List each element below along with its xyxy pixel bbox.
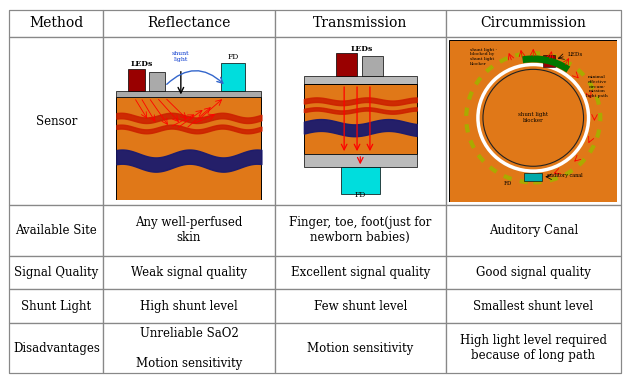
Text: High shunt level: High shunt level	[140, 300, 238, 313]
Text: minimal
effective
circum-
mission
light path: minimal effective circum- mission light …	[586, 75, 608, 98]
Bar	[446, 323, 621, 373]
Text: LEDs: LEDs	[351, 45, 373, 53]
Text: Weak signal quality: Weak signal quality	[131, 266, 247, 279]
Bar	[275, 289, 446, 323]
Text: LEDs: LEDs	[131, 60, 153, 68]
Bar	[446, 289, 621, 323]
Bar	[9, 323, 103, 373]
Bar	[103, 289, 275, 323]
Bar	[103, 323, 275, 373]
Bar	[117, 91, 261, 97]
Bar	[446, 10, 621, 37]
Text: Shunt Light: Shunt Light	[21, 300, 91, 313]
Bar	[446, 37, 621, 205]
Text: Circummission: Circummission	[480, 16, 586, 30]
Bar	[524, 173, 542, 181]
Text: shunt light -
blocked by
shunt light
blocker: shunt light - blocked by shunt light blo…	[469, 48, 496, 65]
Text: Excellent signal quality: Excellent signal quality	[290, 266, 430, 279]
Circle shape	[483, 69, 583, 166]
Text: Unreliable SaO2

Motion sensitivity: Unreliable SaO2 Motion sensitivity	[136, 327, 242, 370]
Bar	[9, 289, 103, 323]
Bar	[9, 37, 103, 205]
Bar	[275, 323, 446, 373]
Bar	[304, 76, 416, 84]
Text: Any well-perfused
skin: Any well-perfused skin	[135, 216, 243, 244]
Text: shunt light
blocker: shunt light blocker	[518, 113, 548, 123]
Bar	[103, 37, 275, 205]
Text: FD: FD	[355, 192, 366, 200]
Bar	[103, 205, 275, 255]
Bar	[446, 10, 621, 37]
Bar	[103, 255, 275, 289]
Text: Available Site: Available Site	[16, 224, 97, 237]
Bar	[103, 10, 275, 37]
Bar	[446, 289, 621, 323]
Bar	[128, 69, 146, 91]
Bar	[275, 10, 446, 37]
Text: Method: Method	[29, 16, 83, 30]
Bar	[543, 55, 555, 67]
Bar	[275, 255, 446, 289]
Text: FD: FD	[504, 181, 512, 186]
Bar	[9, 289, 103, 323]
Bar	[9, 205, 103, 255]
Bar	[336, 52, 357, 76]
Bar	[9, 205, 103, 255]
Bar	[341, 167, 380, 193]
Bar	[446, 323, 621, 373]
Bar	[446, 255, 621, 289]
Bar	[149, 72, 164, 91]
Bar	[103, 255, 275, 289]
Bar	[103, 205, 275, 255]
Circle shape	[478, 64, 588, 171]
Text: auditory canal: auditory canal	[547, 173, 582, 178]
Bar	[275, 37, 446, 205]
Bar	[304, 154, 416, 167]
Bar	[9, 10, 103, 37]
Text: FD: FD	[227, 53, 239, 61]
Bar	[9, 255, 103, 289]
Bar	[9, 323, 103, 373]
Bar	[446, 37, 621, 205]
Bar	[221, 62, 245, 91]
Bar	[103, 10, 275, 37]
Bar	[9, 37, 103, 205]
Text: Good signal quality: Good signal quality	[476, 266, 591, 279]
Bar	[275, 37, 446, 205]
Text: LEDs: LEDs	[568, 52, 583, 57]
Circle shape	[488, 74, 578, 161]
Text: Motion sensitivity: Motion sensitivity	[307, 342, 413, 355]
Bar	[446, 205, 621, 255]
Bar	[304, 84, 416, 154]
Bar	[275, 205, 446, 255]
Text: Auditory Canal: Auditory Canal	[489, 224, 578, 237]
Text: Few shunt level: Few shunt level	[314, 300, 407, 313]
Bar	[103, 323, 275, 373]
Text: Sensor: Sensor	[36, 115, 77, 128]
Bar	[117, 97, 261, 200]
Text: Finger, toe, foot(just for
newborn babies): Finger, toe, foot(just for newborn babie…	[289, 216, 432, 244]
Text: High light level required
because of long path: High light level required because of lon…	[460, 334, 607, 362]
Bar	[275, 205, 446, 255]
Bar	[275, 255, 446, 289]
Text: Disadvantages: Disadvantages	[13, 342, 100, 355]
Bar	[103, 37, 275, 205]
Bar	[103, 289, 275, 323]
Bar	[275, 323, 446, 373]
Bar	[9, 255, 103, 289]
Bar	[9, 10, 103, 37]
Bar	[446, 205, 621, 255]
Bar	[275, 289, 446, 323]
Text: Transmission: Transmission	[313, 16, 408, 30]
Text: Signal Quality: Signal Quality	[14, 266, 98, 279]
Text: Reflectance: Reflectance	[147, 16, 231, 30]
Bar	[275, 10, 446, 37]
Bar	[446, 255, 621, 289]
Text: Smallest shunt level: Smallest shunt level	[473, 300, 593, 313]
Text: shunt
light: shunt light	[172, 51, 190, 62]
Bar	[362, 56, 383, 76]
